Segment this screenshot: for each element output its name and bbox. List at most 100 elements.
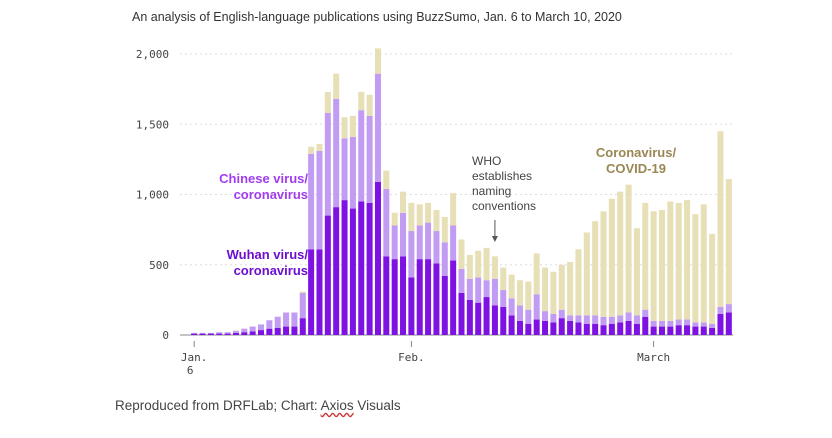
bar-segment-chinese xyxy=(575,315,582,323)
bar-segment-chinese xyxy=(400,212,407,257)
gridlines xyxy=(180,53,733,336)
bar-segment-covid xyxy=(508,274,515,299)
bar-segment-wuhan xyxy=(483,297,490,335)
bar-segment-chinese xyxy=(550,313,557,323)
y-tick-label: 2,000 xyxy=(136,48,169,61)
bar-segment-wuhan xyxy=(316,249,323,335)
bar-segment-covid xyxy=(725,179,732,305)
bar-segment-wuhan xyxy=(450,260,457,335)
bar-segment-chinese xyxy=(525,309,532,324)
bar-segment-covid xyxy=(349,115,356,137)
bar-segment-chinese xyxy=(700,322,707,327)
bar-segment-covid xyxy=(567,261,574,316)
bar-segment-wuhan xyxy=(366,202,373,335)
bar-segment-wuhan xyxy=(249,331,256,335)
source-credit: Reproduced from DRFLab; Chart: Axios Vis… xyxy=(115,398,401,413)
bar-segment-chinese xyxy=(249,326,256,332)
bar-segment-wuhan xyxy=(224,333,231,335)
y-tick-label: 0 xyxy=(162,329,169,342)
bar-segment-covid xyxy=(425,202,432,223)
bar-segment-chinese xyxy=(567,315,574,321)
who-note: WHO xyxy=(472,154,501,168)
bar-segment-wuhan xyxy=(458,292,465,335)
bar-segment-wuhan xyxy=(191,333,198,335)
bar-segment-chinese xyxy=(358,110,365,202)
bar-segment-covid xyxy=(500,267,507,291)
bar-segment-covid xyxy=(341,117,348,139)
bar-segment-chinese xyxy=(258,324,265,331)
bar-segment-chinese xyxy=(533,294,540,320)
bar-segment-covid xyxy=(533,253,540,295)
bar-segment-chinese xyxy=(224,332,231,334)
bar-segment-covid xyxy=(583,232,590,316)
bar-segment-chinese xyxy=(650,320,657,327)
bar-segment-wuhan xyxy=(608,323,615,335)
bar-segment-wuhan xyxy=(358,201,365,335)
bar-segment-covid xyxy=(675,202,682,320)
bar-segment-covid xyxy=(491,256,498,279)
bar-segment-covid xyxy=(650,211,657,321)
bar-segment-covid xyxy=(466,254,473,279)
bar-segment-chinese xyxy=(283,312,290,327)
bar-segment-wuhan xyxy=(500,306,507,335)
bar-segment-wuhan xyxy=(425,259,432,335)
x-tick-label: March xyxy=(637,351,670,364)
bar-segment-chinese xyxy=(199,332,206,334)
bar-segment-wuhan xyxy=(709,327,716,335)
bar-segment-wuhan xyxy=(199,333,206,335)
bar-segment-wuhan xyxy=(349,208,356,335)
x-tick-label: Jan. xyxy=(181,351,208,364)
bar-segment-wuhan xyxy=(433,263,440,335)
bar-segment-covid xyxy=(516,280,523,306)
bar-segment-covid xyxy=(592,221,599,316)
y-axis-ticks: 0 500 1,000 1,500 2,000 xyxy=(136,48,169,342)
bar-segment-wuhan xyxy=(383,256,390,335)
bar-segment-chinese xyxy=(433,231,440,264)
bar-segment-chinese xyxy=(508,298,515,316)
x-axis: Jan.6 Feb. March xyxy=(181,341,670,377)
bar-segment-chinese xyxy=(274,316,281,328)
bar-segment-covid xyxy=(383,170,390,189)
bar-segment-wuhan xyxy=(633,323,640,335)
covid-series-label: Coronavirus/ xyxy=(596,145,677,160)
bar-segment-covid xyxy=(667,201,674,321)
who-note: conventions xyxy=(472,199,536,213)
bar-segment-wuhan xyxy=(324,215,331,335)
bar-segment-covid xyxy=(608,198,615,317)
bar-segment-wuhan xyxy=(650,326,657,335)
y-tick-label: 1,000 xyxy=(136,189,169,202)
bar-segment-chinese xyxy=(366,115,373,203)
bar-segment-wuhan xyxy=(600,325,607,335)
bar-segment-wuhan xyxy=(675,325,682,335)
bar-segment-chinese xyxy=(608,316,615,324)
bar-segment-covid xyxy=(542,267,549,312)
bar-segment-chinese xyxy=(500,290,507,307)
bar-segment-chinese xyxy=(475,277,482,303)
bar-segment-chinese xyxy=(667,320,674,327)
bars xyxy=(191,48,732,335)
bar-segment-chinese xyxy=(717,306,724,314)
bar-segment-wuhan xyxy=(700,326,707,335)
bar-segment-covid xyxy=(525,281,532,310)
bar-segment-covid xyxy=(299,291,306,293)
bar-segment-covid xyxy=(433,209,440,232)
bar-segment-chinese xyxy=(324,113,331,216)
bar-segment-chinese xyxy=(725,304,732,313)
bar-segment-chinese xyxy=(483,280,490,298)
bar-segment-wuhan xyxy=(291,326,298,335)
bar-segment-chinese xyxy=(207,332,214,334)
bar-segment-wuhan xyxy=(283,326,290,335)
who-note: naming xyxy=(472,184,511,198)
bar-segment-covid xyxy=(642,202,649,310)
bar-segment-wuhan xyxy=(441,275,448,335)
bar-segment-chinese xyxy=(299,292,306,319)
bar-segment-wuhan xyxy=(542,320,549,335)
bar-segment-covid xyxy=(550,271,557,314)
bar-segment-chinese xyxy=(383,188,390,257)
x-tick-label: Feb. xyxy=(398,351,425,364)
bar-segment-wuhan xyxy=(341,200,348,335)
x-tick-label-line2: 6 xyxy=(187,364,194,377)
bar-segment-wuhan xyxy=(516,320,523,335)
